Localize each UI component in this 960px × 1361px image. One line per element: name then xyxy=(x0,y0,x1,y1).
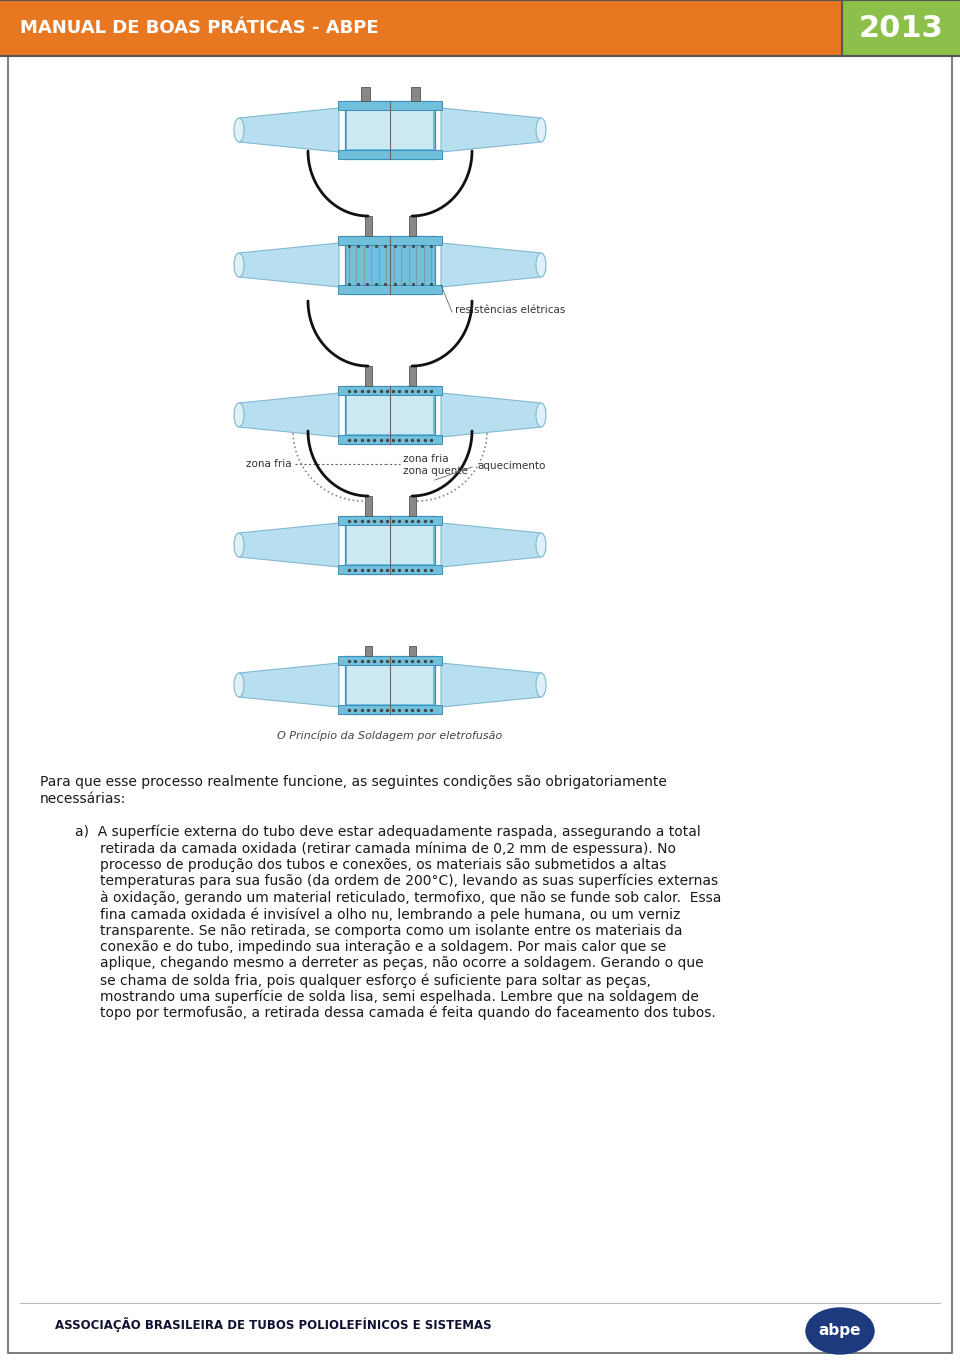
Text: temperaturas para sua fusão (da ordem de 200°C), levando as suas superfícies ext: temperaturas para sua fusão (da ordem de… xyxy=(100,874,718,889)
Bar xyxy=(361,87,370,101)
Bar xyxy=(338,516,442,525)
Ellipse shape xyxy=(234,672,244,697)
Bar xyxy=(409,495,416,516)
Bar xyxy=(409,646,416,656)
Text: resistências elétricas: resistências elétricas xyxy=(455,305,565,314)
Ellipse shape xyxy=(536,534,546,557)
Bar xyxy=(409,366,416,387)
Polygon shape xyxy=(239,393,339,437)
Polygon shape xyxy=(441,393,541,437)
Polygon shape xyxy=(239,244,339,287)
Bar xyxy=(365,646,372,656)
Bar xyxy=(345,101,435,159)
Ellipse shape xyxy=(806,1308,874,1354)
Text: zona fria: zona fria xyxy=(403,455,448,464)
Bar xyxy=(338,235,442,245)
Polygon shape xyxy=(441,244,541,287)
Bar xyxy=(338,150,442,159)
Bar xyxy=(347,396,433,434)
Ellipse shape xyxy=(536,118,546,142)
Ellipse shape xyxy=(536,253,546,278)
Bar xyxy=(345,387,435,444)
Text: Para que esse processo realmente funcione, as seguintes condições são obrigatori: Para que esse processo realmente funcion… xyxy=(40,774,667,789)
Bar xyxy=(345,235,435,294)
Ellipse shape xyxy=(234,534,244,557)
Polygon shape xyxy=(239,523,339,568)
Text: topo por termofusão, a retirada dessa camada é feita quando do faceamento dos tu: topo por termofusão, a retirada dessa ca… xyxy=(100,1006,716,1021)
Bar xyxy=(338,101,442,110)
Bar xyxy=(338,284,442,294)
Bar xyxy=(347,666,433,704)
Text: O Princípio da Soldagem por eletrofusão: O Princípio da Soldagem por eletrofusão xyxy=(277,731,503,742)
Bar xyxy=(338,656,442,666)
Bar xyxy=(365,366,372,387)
Bar xyxy=(338,387,442,395)
Text: ASSOCIAÇÃO BRASILEIRA DE TUBOS POLIOLEFÍNICOS E SISTEMAS: ASSOCIAÇÃO BRASILEIRA DE TUBOS POLIOLEFÍ… xyxy=(55,1317,492,1332)
Text: zona quente: zona quente xyxy=(403,465,468,476)
Bar xyxy=(338,705,442,715)
Text: processo de produção dos tubos e conexões, os materiais são submetidos a altas: processo de produção dos tubos e conexõe… xyxy=(100,857,666,871)
Text: zona fria: zona fria xyxy=(247,459,292,470)
Text: necessárias:: necessárias: xyxy=(40,792,127,806)
Bar xyxy=(347,525,433,563)
Text: MANUAL DE BOAS PRÁTICAS - ABPE: MANUAL DE BOAS PRÁTICAS - ABPE xyxy=(20,19,378,37)
Polygon shape xyxy=(239,663,339,706)
Bar xyxy=(338,565,442,574)
Bar xyxy=(338,436,442,444)
Ellipse shape xyxy=(536,672,546,697)
Bar xyxy=(0,0,960,56)
Text: 2013: 2013 xyxy=(858,14,944,42)
Text: aplique, chegando mesmo a derreter as peças, não ocorre a soldagem. Gerando o qu: aplique, chegando mesmo a derreter as pe… xyxy=(100,957,704,970)
Text: fina camada oxidada é invisível a olho nu, lembrando a pele humana, ou um verniz: fina camada oxidada é invisível a olho n… xyxy=(100,906,681,921)
Ellipse shape xyxy=(234,403,244,427)
Ellipse shape xyxy=(536,403,546,427)
Polygon shape xyxy=(441,523,541,568)
Text: à oxidação, gerando um material reticulado, termofixo, que não se funde sob calo: à oxidação, gerando um material reticula… xyxy=(100,890,721,905)
Text: conexão e do tubo, impedindo sua interação e a soldagem. Por mais calor que se: conexão e do tubo, impedindo sua interaç… xyxy=(100,940,666,954)
Bar xyxy=(411,87,420,101)
Text: a)  A superfície externa do tubo deve estar adequadamente raspada, assegurando a: a) A superfície externa do tubo deve est… xyxy=(75,825,701,838)
Bar xyxy=(345,516,435,574)
Text: abpe: abpe xyxy=(819,1323,861,1338)
Bar xyxy=(409,216,416,235)
Text: mostrando uma superfície de solda lisa, semi espelhada. Lembre que na soldagem d: mostrando uma superfície de solda lisa, … xyxy=(100,989,699,1004)
Bar xyxy=(345,656,435,715)
Text: se chama de solda fria, pois qualquer esforço é suficiente para soltar as peças,: se chama de solda fria, pois qualquer es… xyxy=(100,973,651,988)
Bar xyxy=(365,216,372,235)
Bar xyxy=(842,0,960,56)
Ellipse shape xyxy=(234,118,244,142)
Bar xyxy=(365,495,372,516)
Text: aquecimento: aquecimento xyxy=(477,461,545,471)
Text: transparente. Se não retirada, se comporta como um isolante entre os materiais d: transparente. Se não retirada, se compor… xyxy=(100,924,683,938)
Ellipse shape xyxy=(234,253,244,278)
Bar xyxy=(347,112,433,148)
Polygon shape xyxy=(441,663,541,706)
Polygon shape xyxy=(239,108,339,152)
Polygon shape xyxy=(441,108,541,152)
Text: retirada da camada oxidada (retirar camada mínima de 0,2 mm de espessura). No: retirada da camada oxidada (retirar cama… xyxy=(100,841,676,856)
